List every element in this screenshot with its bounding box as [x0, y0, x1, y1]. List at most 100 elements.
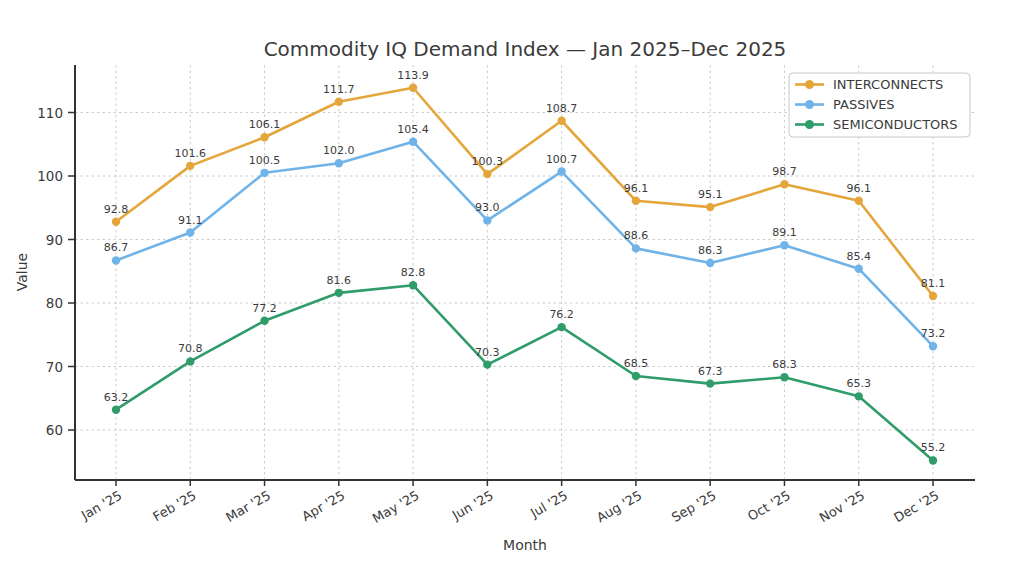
data-point: [112, 405, 120, 413]
data-point: [929, 292, 937, 300]
value-label: 81.1: [921, 277, 946, 290]
value-label: 86.7: [104, 241, 129, 254]
data-point: [706, 379, 714, 387]
data-point: [780, 180, 788, 188]
data-point: [409, 84, 417, 92]
value-label: 102.0: [323, 144, 355, 157]
x-tick-label: Apr '25: [299, 488, 347, 524]
value-label: 63.2: [104, 391, 129, 404]
legend-marker-icon: [805, 80, 814, 89]
data-point: [557, 117, 565, 125]
value-label: 65.3: [846, 377, 871, 390]
data-point: [557, 323, 565, 331]
value-label: 96.1: [624, 182, 649, 195]
y-tick-label: 80: [46, 295, 63, 311]
data-point: [929, 456, 937, 464]
data-point: [335, 289, 343, 297]
chart-figure: 60708090100110Jan '25Feb '25Mar '25Apr '…: [0, 0, 1024, 571]
data-point: [260, 317, 268, 325]
x-tick-label: Feb '25: [150, 488, 198, 525]
value-label: 100.3: [472, 155, 504, 168]
data-point: [632, 244, 640, 252]
value-label: 89.1: [772, 226, 797, 239]
data-point: [706, 259, 714, 267]
x-tick-label: May '25: [370, 488, 422, 527]
y-tick-label: 100: [37, 168, 63, 184]
value-label: 91.1: [178, 214, 203, 227]
value-label: 93.0: [475, 201, 500, 214]
legend-marker-icon: [805, 100, 814, 109]
data-point: [855, 265, 863, 273]
data-point: [483, 170, 491, 178]
data-point: [929, 342, 937, 350]
data-point: [112, 218, 120, 226]
value-label: 55.2: [921, 441, 946, 454]
value-label: 70.8: [178, 342, 203, 355]
legend-label: SEMICONDUCTORS: [833, 117, 958, 132]
chart-title: Commodity IQ Demand Index — Jan 2025–Dec…: [264, 37, 787, 61]
legend-marker-icon: [805, 120, 814, 129]
value-label: 108.7: [546, 102, 578, 115]
data-point: [335, 98, 343, 106]
value-label: 105.4: [397, 123, 429, 136]
x-tick-label: Oct '25: [745, 488, 793, 524]
value-label: 111.7: [323, 83, 355, 96]
y-axis-label: Value: [14, 253, 30, 291]
value-label: 100.5: [249, 154, 281, 167]
data-point: [855, 392, 863, 400]
value-label: 92.8: [104, 203, 129, 216]
y-tick-label: 110: [37, 105, 63, 121]
data-point: [409, 138, 417, 146]
legend-label: INTERCONNECTS: [833, 77, 943, 92]
data-point: [260, 133, 268, 141]
value-label: 82.8: [401, 266, 426, 279]
value-label: 68.5: [624, 357, 649, 370]
data-point: [632, 372, 640, 380]
data-point: [632, 197, 640, 205]
series-line-semiconductors: [116, 285, 933, 460]
series-lines: [112, 84, 937, 465]
x-axis-label: Month: [503, 537, 547, 553]
value-label: 76.2: [549, 308, 574, 321]
data-point: [483, 216, 491, 224]
value-label: 98.7: [772, 165, 797, 178]
value-label: 88.6: [624, 229, 649, 242]
data-point: [186, 357, 194, 365]
x-tick-label: Jul '25: [527, 488, 570, 521]
y-tick-label: 90: [46, 232, 63, 248]
data-point: [186, 228, 194, 236]
x-tick-label: Nov '25: [817, 488, 867, 526]
x-tick-label: Jan '25: [78, 488, 125, 524]
value-label: 101.6: [175, 147, 207, 160]
x-tick-label: Aug '25: [594, 488, 644, 526]
value-label: 68.3: [772, 358, 797, 371]
data-point: [780, 373, 788, 381]
value-label: 81.6: [327, 274, 352, 287]
line-chart: 60708090100110Jan '25Feb '25Mar '25Apr '…: [0, 0, 1024, 571]
data-point: [706, 203, 714, 211]
data-point: [483, 360, 491, 368]
data-point: [260, 169, 268, 177]
data-point: [557, 167, 565, 175]
data-point: [112, 256, 120, 264]
value-label: 95.1: [698, 188, 723, 201]
value-label: 73.2: [921, 327, 946, 340]
x-tick-label: Sep '25: [669, 488, 719, 525]
value-label: 70.3: [475, 346, 500, 359]
data-point: [409, 281, 417, 289]
legend-label: PASSIVES: [833, 97, 895, 112]
value-label: 67.3: [698, 365, 723, 378]
y-tick-label: 70: [46, 359, 63, 375]
value-label: 106.1: [249, 118, 281, 131]
legend: INTERCONNECTS PASSIVES SEMICONDUCTORS: [789, 73, 970, 137]
value-label: 85.4: [846, 250, 871, 263]
data-point: [855, 197, 863, 205]
value-label: 100.7: [546, 153, 578, 166]
data-point: [335, 159, 343, 167]
y-tick-label: 60: [46, 422, 63, 438]
value-label: 96.1: [846, 182, 871, 195]
series-line-passives: [116, 142, 933, 346]
value-label: 86.3: [698, 244, 723, 257]
value-label: 77.2: [252, 302, 277, 315]
x-tick-label: Dec '25: [891, 488, 941, 526]
